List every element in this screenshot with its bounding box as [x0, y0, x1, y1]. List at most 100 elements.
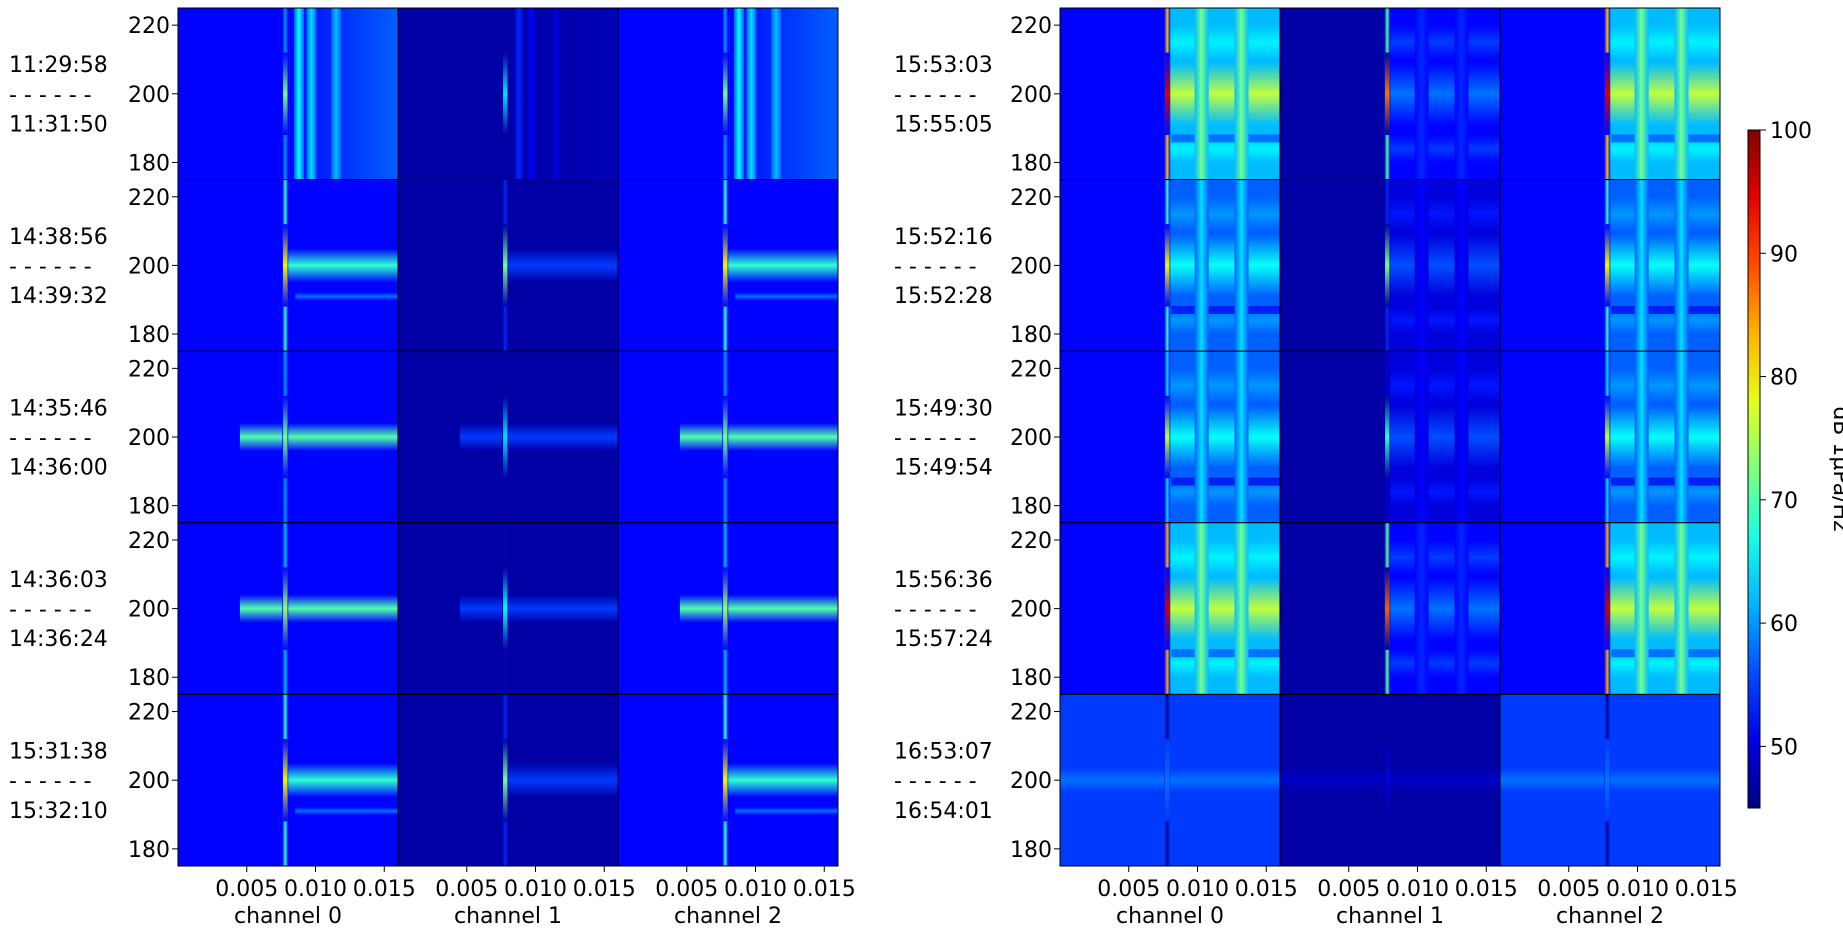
- frequency-band: [295, 292, 398, 301]
- spectrogram-panel: [1500, 351, 1720, 523]
- frequency-band: [1167, 577, 1280, 640]
- interval-start-label: 14:38:56: [9, 225, 108, 250]
- y-tick-label: 220: [1010, 14, 1052, 39]
- frequency-band: [1167, 406, 1280, 468]
- modal-ridge: [1194, 522, 1209, 695]
- spectrogram-panel: [1500, 8, 1720, 180]
- pulse-peak: [1165, 224, 1170, 307]
- frequency-band: [1607, 196, 1720, 232]
- modal-ridge: [1634, 179, 1649, 352]
- y-tick-label: 220: [128, 701, 170, 726]
- frequency-band: [725, 763, 838, 798]
- pulse-peak: [503, 52, 508, 135]
- modal-ridge: [1234, 179, 1249, 352]
- spectrogram-panel: [1500, 694, 1720, 866]
- modal-ridge: [771, 8, 782, 180]
- channel-label: channel 2: [674, 904, 782, 928]
- pulse-peak: [1385, 224, 1390, 307]
- modal-ridge: [331, 8, 342, 180]
- spectrogram-panel: [398, 522, 618, 695]
- x-tick-label: 0.005: [215, 877, 278, 902]
- spectral-fill: [285, 8, 398, 180]
- pulse-peak: [1385, 395, 1390, 479]
- pulse-peak: [503, 395, 508, 479]
- interval-end-label: 11:31:50: [9, 112, 108, 137]
- interval-start-label: 15:52:16: [894, 225, 993, 250]
- y-tick-label: 200: [1010, 769, 1052, 794]
- interval-separator: - - - - - -: [894, 769, 977, 794]
- band-notch: [1171, 306, 1280, 315]
- y-tick-label: 180: [128, 838, 170, 863]
- modal-ridge: [514, 8, 524, 180]
- modal-ridge: [1194, 179, 1209, 352]
- spectrogram-panel: [1060, 694, 1280, 866]
- frequency-band: [1167, 234, 1280, 297]
- frequency-band: [1167, 539, 1280, 575]
- colorbar-frame: [1747, 129, 1761, 809]
- spectrogram-panel: [178, 351, 398, 523]
- frequency-band: [1607, 406, 1720, 468]
- spectrogram-panel: [1060, 522, 1280, 695]
- frequency-band: [1387, 134, 1500, 163]
- y-tick-label: 180: [1010, 151, 1052, 176]
- spectrogram-panel: [1060, 179, 1280, 352]
- frequency-band: [1607, 62, 1720, 125]
- modal-ridge: [1234, 522, 1249, 695]
- frequency-band: [725, 248, 838, 283]
- modal-ridge: [1414, 179, 1429, 352]
- pulse-peak: [283, 739, 288, 822]
- interval-start-label: 14:36:03: [9, 568, 108, 593]
- band-notch: [1611, 306, 1720, 315]
- x-tick-label: 0.005: [655, 877, 718, 902]
- modal-ridge: [1194, 351, 1209, 523]
- pulse-peak: [1165, 52, 1170, 135]
- modal-ridge: [1234, 351, 1249, 523]
- colorbar-tick-label: 70: [1770, 489, 1798, 514]
- frequency-band: [505, 763, 618, 798]
- y-tick-label: 200: [128, 769, 170, 794]
- x-tick-label: 0.010: [1606, 877, 1669, 902]
- y-tick-label: 220: [1010, 529, 1052, 554]
- colorbar-label: dB 1µPa/Hz: [1828, 406, 1843, 531]
- interval-separator: - - - - - -: [9, 598, 92, 623]
- interval-end-label: 15:55:05: [894, 112, 993, 137]
- spectrogram-panel: [618, 522, 838, 695]
- spectrogram-panel: [178, 694, 398, 866]
- colorbar: [1748, 130, 1760, 808]
- spectrogram-panel: [618, 694, 838, 866]
- interval-separator: - - - - - -: [894, 254, 977, 279]
- modal-ridge: [306, 8, 317, 180]
- frequency-band: [1387, 368, 1500, 403]
- pulse-peak: [503, 567, 508, 650]
- spectrogram-panel: [398, 179, 618, 352]
- y-tick-label: 180: [128, 151, 170, 176]
- spectrogram-panel: [1500, 522, 1720, 695]
- spectrogram-panel: [178, 179, 398, 352]
- x-tick-label: 0.015: [573, 877, 636, 902]
- frequency-band: [1607, 25, 1720, 60]
- modal-ridge: [294, 8, 304, 180]
- frequency-band: [505, 248, 618, 283]
- channel-label: channel 0: [234, 904, 342, 928]
- pulse-peak: [283, 395, 288, 479]
- spectrogram-panel: [398, 694, 618, 866]
- pulse-peak: [1605, 567, 1610, 650]
- panel-frame: [617, 693, 839, 867]
- modal-ridge: [734, 8, 744, 180]
- interval-end-label: 15:57:24: [894, 627, 993, 652]
- pulse-peak: [1385, 739, 1390, 822]
- y-tick-label: 180: [128, 495, 170, 520]
- x-tick-label: 0.005: [1317, 877, 1380, 902]
- interval-separator: - - - - - -: [9, 254, 92, 279]
- x-tick-label: 0.005: [1097, 877, 1160, 902]
- spectrogram-panel: [1280, 522, 1500, 695]
- spectrogram-panel: [398, 8, 618, 180]
- pulse-peak: [723, 224, 728, 307]
- y-tick-label: 220: [128, 357, 170, 382]
- y-tick-label: 220: [128, 529, 170, 554]
- interval-end-label: 14:36:00: [9, 456, 108, 481]
- frequency-band: [679, 594, 838, 623]
- interval-end-label: 15:52:28: [894, 284, 993, 309]
- channel-label: channel 0: [1116, 904, 1224, 928]
